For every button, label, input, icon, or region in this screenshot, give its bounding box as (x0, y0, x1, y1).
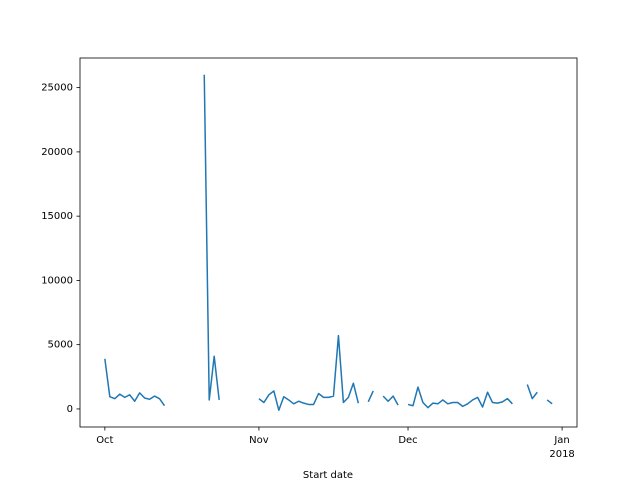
y-tick-label: 5000 (48, 340, 73, 351)
x-axis-label: Start date (302, 470, 354, 480)
y-tick-label: 10000 (41, 275, 73, 286)
x-tick-label: Oct (96, 435, 114, 446)
x-tick-label: Jan 2018 (549, 435, 575, 460)
line (104, 74, 553, 411)
x-tick-label: Nov (249, 435, 269, 446)
y-tick-label: 20000 (41, 147, 73, 158)
y-tick-label: 15000 (41, 211, 73, 222)
axes-frame (79, 57, 578, 428)
x-tick-label: Dec (398, 435, 418, 446)
y-tick-label: 0 (67, 404, 73, 415)
y-tick-label: 25000 (41, 83, 73, 94)
